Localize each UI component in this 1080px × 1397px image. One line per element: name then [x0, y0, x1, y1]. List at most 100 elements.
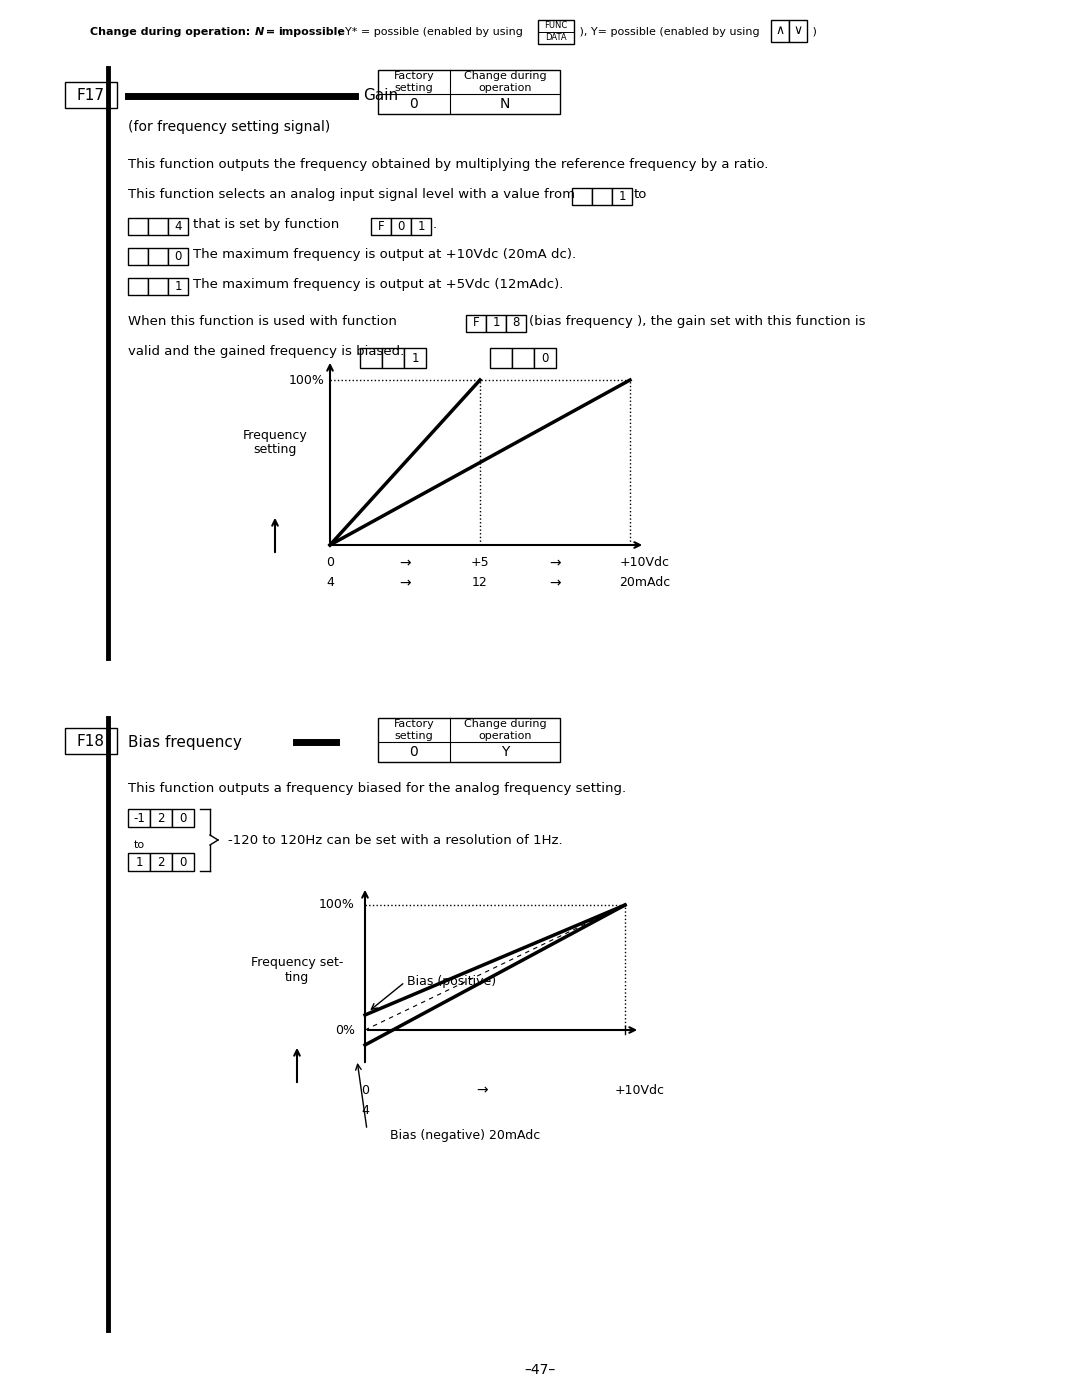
Text: =: = — [262, 27, 279, 36]
Text: 2: 2 — [158, 855, 165, 869]
Bar — [612, 187, 632, 204]
Bar — [129, 809, 150, 827]
Bar — [404, 348, 426, 367]
Text: 1: 1 — [618, 190, 625, 203]
Text: +10Vdc: +10Vdc — [620, 556, 670, 570]
Text: →: → — [476, 1083, 488, 1097]
Text: 4: 4 — [174, 219, 181, 232]
Text: →: → — [550, 556, 561, 570]
Text: Factory
setting: Factory setting — [393, 71, 434, 92]
Text: N: N — [255, 27, 265, 36]
Bar — [148, 218, 168, 235]
Bar — [411, 218, 431, 235]
Text: →: → — [550, 576, 561, 590]
Bar — [150, 809, 172, 827]
Bar — [771, 20, 789, 42]
Text: 0: 0 — [541, 352, 549, 365]
Text: 4: 4 — [361, 1104, 369, 1116]
Text: 0: 0 — [397, 219, 405, 232]
Text: ), Y= possible (enabled by using: ), Y= possible (enabled by using — [576, 27, 764, 36]
Text: This function outputs a frequency biased for the analog frequency setting.: This function outputs a frequency biased… — [129, 782, 626, 795]
Text: –47–: –47– — [525, 1363, 555, 1377]
Text: valid and the gained frequency is biased.: valid and the gained frequency is biased… — [129, 345, 404, 358]
Text: Factory
setting: Factory setting — [393, 719, 434, 740]
Text: Gain: Gain — [363, 88, 399, 103]
Bar — [372, 218, 391, 235]
Text: 100%: 100% — [289, 373, 325, 387]
Text: .: . — [433, 218, 437, 231]
Text: →: → — [400, 556, 410, 570]
Text: ∧: ∧ — [775, 25, 784, 38]
Text: -1: -1 — [133, 812, 145, 824]
Text: 0: 0 — [179, 855, 187, 869]
Bar — [572, 187, 592, 204]
Text: to: to — [134, 840, 145, 849]
Text: 0: 0 — [409, 96, 418, 110]
Text: F: F — [378, 219, 384, 232]
Text: FUNC: FUNC — [544, 21, 568, 31]
Text: 1: 1 — [174, 279, 181, 292]
Text: 20mAdc: 20mAdc — [619, 577, 671, 590]
Text: F: F — [473, 317, 480, 330]
Text: Y: Y — [501, 745, 509, 759]
Text: +5: +5 — [471, 556, 489, 570]
Bar — [490, 348, 512, 367]
Text: , Y* = possible (enabled by using: , Y* = possible (enabled by using — [338, 27, 526, 36]
Bar — [65, 728, 117, 754]
Bar — [65, 82, 117, 108]
Bar — [391, 218, 411, 235]
Bar — [534, 348, 556, 367]
Text: This function outputs the frequency obtained by multiplying the reference freque: This function outputs the frequency obta… — [129, 158, 768, 170]
Text: N: N — [500, 96, 510, 110]
Bar — [129, 218, 148, 235]
Text: F18: F18 — [77, 733, 105, 749]
Bar — [592, 187, 612, 204]
Bar — [172, 854, 194, 870]
Bar — [129, 278, 148, 295]
Text: Bias (negative) 20mAdc: Bias (negative) 20mAdc — [390, 1129, 540, 1141]
Text: -120 to 120Hz can be set with a resolution of 1Hz.: -120 to 120Hz can be set with a resoluti… — [228, 834, 563, 847]
Text: to: to — [634, 189, 647, 201]
Bar — [129, 247, 148, 264]
Text: (for frequency setting signal): (for frequency setting signal) — [129, 120, 330, 134]
Bar — [172, 809, 194, 827]
Text: 4: 4 — [326, 577, 334, 590]
Text: When this function is used with function: When this function is used with function — [129, 314, 396, 328]
Bar — [129, 854, 150, 870]
Text: Bias (positive): Bias (positive) — [407, 975, 496, 989]
Text: DATA: DATA — [545, 34, 567, 42]
Text: →: → — [400, 576, 410, 590]
Text: Change during
operation: Change during operation — [463, 71, 546, 92]
Text: +10Vdc: +10Vdc — [615, 1084, 665, 1097]
Bar — [360, 348, 382, 367]
Text: Change during
operation: Change during operation — [463, 719, 546, 740]
Bar — [168, 218, 188, 235]
Text: Frequency
setting: Frequency setting — [243, 429, 308, 457]
Text: ∨: ∨ — [794, 25, 802, 38]
Bar — [168, 247, 188, 264]
Text: ): ) — [809, 27, 816, 36]
Text: Bias frequency: Bias frequency — [129, 735, 242, 750]
Bar — [512, 348, 534, 367]
Text: (bias frequency ), the gain set with this function is: (bias frequency ), the gain set with thi… — [529, 314, 865, 328]
Text: 100%: 100% — [319, 898, 355, 911]
Bar — [148, 247, 168, 264]
Text: 0%: 0% — [335, 1024, 355, 1037]
Text: Change during operation:: Change during operation: — [90, 27, 254, 36]
Text: 0: 0 — [409, 745, 418, 759]
Text: Frequency set-
ting: Frequency set- ting — [251, 956, 343, 983]
Bar — [150, 854, 172, 870]
Bar — [538, 20, 573, 43]
Text: 2: 2 — [158, 812, 165, 824]
Bar — [382, 348, 404, 367]
Text: The maximum frequency is output at +5Vdc (12mAdc).: The maximum frequency is output at +5Vdc… — [193, 278, 564, 291]
Bar — [507, 314, 526, 331]
Bar — [378, 70, 561, 115]
Bar — [789, 20, 807, 42]
Text: 0: 0 — [326, 556, 334, 570]
Text: 1: 1 — [135, 855, 143, 869]
Text: 0: 0 — [179, 812, 187, 824]
Text: impossible: impossible — [278, 27, 345, 36]
Text: 0: 0 — [361, 1084, 369, 1097]
Text: 1: 1 — [492, 317, 500, 330]
